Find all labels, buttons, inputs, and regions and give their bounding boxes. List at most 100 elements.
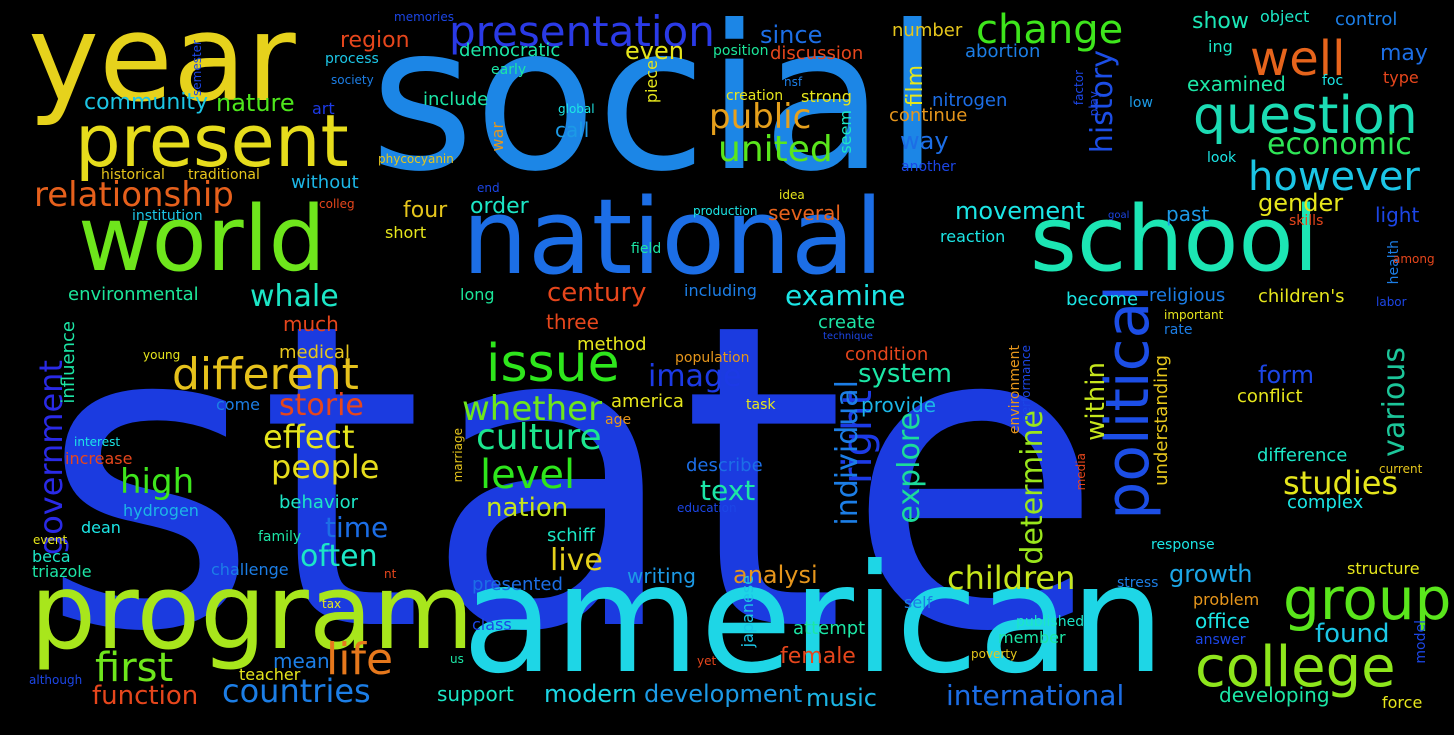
word-production: production [693,204,758,218]
word-american: american [462,533,1166,707]
word-office: office [1195,609,1250,633]
word-education: education [677,501,737,515]
word-position: position [713,43,769,59]
word-difference: difference [1257,445,1348,466]
word-reaction: reaction [940,227,1006,246]
word-force: force [1382,693,1423,712]
word-process: process [325,51,379,67]
word-order: order [470,194,529,219]
word-increase: increase [65,449,133,468]
word-among: among [1393,252,1435,266]
word-year: year [28,0,296,129]
word-abortion: abortion [965,41,1041,62]
word-member: member [998,628,1066,647]
word-semester: semester [190,40,204,96]
word-dean: dean [81,518,121,537]
word-culture: culture [476,417,602,458]
word-region: region [340,28,410,53]
word-look: look [1207,150,1237,166]
word-social: social [370,0,941,216]
word-schiff: schiff [547,525,596,546]
word-continue: continue [889,105,968,126]
word-present: present [75,99,349,183]
word-challenge: challenge [211,560,289,579]
word-high: high [120,462,195,502]
word-system: system [858,359,952,389]
word-state: state [40,235,1104,724]
word-answer: answer [1195,632,1246,648]
word-young: young [143,348,181,362]
word-children-s: children's [1258,286,1345,307]
word-support: support [437,682,514,706]
word-labor: labor [1376,295,1407,309]
word-national: national [462,176,884,298]
word-well: well [1250,31,1346,87]
word-end: end [477,181,500,195]
word-storie: storie [279,388,364,423]
word-whether: whether [462,389,603,429]
word-presentation: presentation [449,7,715,56]
word-family: family [258,529,302,545]
word-form: form [1258,361,1314,389]
word-another: another [901,159,956,175]
word-method: method [577,334,647,355]
word-modern: modern [544,680,637,708]
word-people: people [271,448,380,486]
word-understanding: understanding [1151,355,1172,486]
word-mean: mean [273,649,330,673]
word-hydrogen: hydrogen [123,501,199,520]
word-environmental: environmental [68,284,199,305]
word-public: public [709,97,812,137]
word-movement: movement [955,197,1085,225]
word-found: found [1315,619,1390,649]
word-light: light [1375,203,1420,227]
word-play: play [1087,91,1101,117]
word-nature: nature [216,89,295,117]
word-event: event [33,533,68,547]
word-beca: beca [32,547,71,566]
word-become: become [1066,289,1139,310]
word-music: music [806,684,877,712]
word-question: question [1193,86,1418,146]
word-creation: creation [726,88,784,104]
word-influence: influence [58,321,79,404]
word-since: since [760,21,823,49]
word-nitrogen: nitrogen [932,90,1008,111]
word-america: america [611,391,684,412]
word-war: war [488,122,507,152]
word-conflict: conflict [1237,386,1303,407]
word-four: four [403,198,448,223]
word-idea: idea [779,188,805,202]
word-population: population [675,350,750,366]
word-three: three [546,310,599,334]
word-age: age [605,412,632,428]
word-ing: ing [1208,37,1233,56]
word-college: college [1195,635,1396,700]
word-early: early [491,62,527,78]
word-foc: foc [1322,73,1344,89]
word-strong: strong [801,87,852,106]
word-global: global [558,102,595,116]
word-image: image [648,359,742,394]
word-economic: economic [1267,127,1412,162]
word-several: several [768,201,841,225]
word-tax: tax [322,597,342,611]
word-much: much [283,312,339,336]
word-media: media [1074,453,1088,491]
word-control: control [1335,9,1398,30]
word-united: united [718,129,833,170]
word-developing: developing [1219,683,1330,707]
word-different: different [172,349,359,400]
word-number: number [892,20,963,41]
word-low: low [1129,95,1153,111]
word-structure: structure [1347,559,1420,578]
word-performance: performance [1019,345,1033,422]
word-phycocyanin: phycocyanin [378,152,454,166]
word-relationship: relationship [34,175,234,215]
word-way: way [900,127,949,155]
word-children: children [947,559,1076,597]
word-current: current [1379,462,1423,476]
word-model: model [1413,620,1429,664]
word-first: first [95,645,174,691]
word-memories: memories [394,10,455,24]
